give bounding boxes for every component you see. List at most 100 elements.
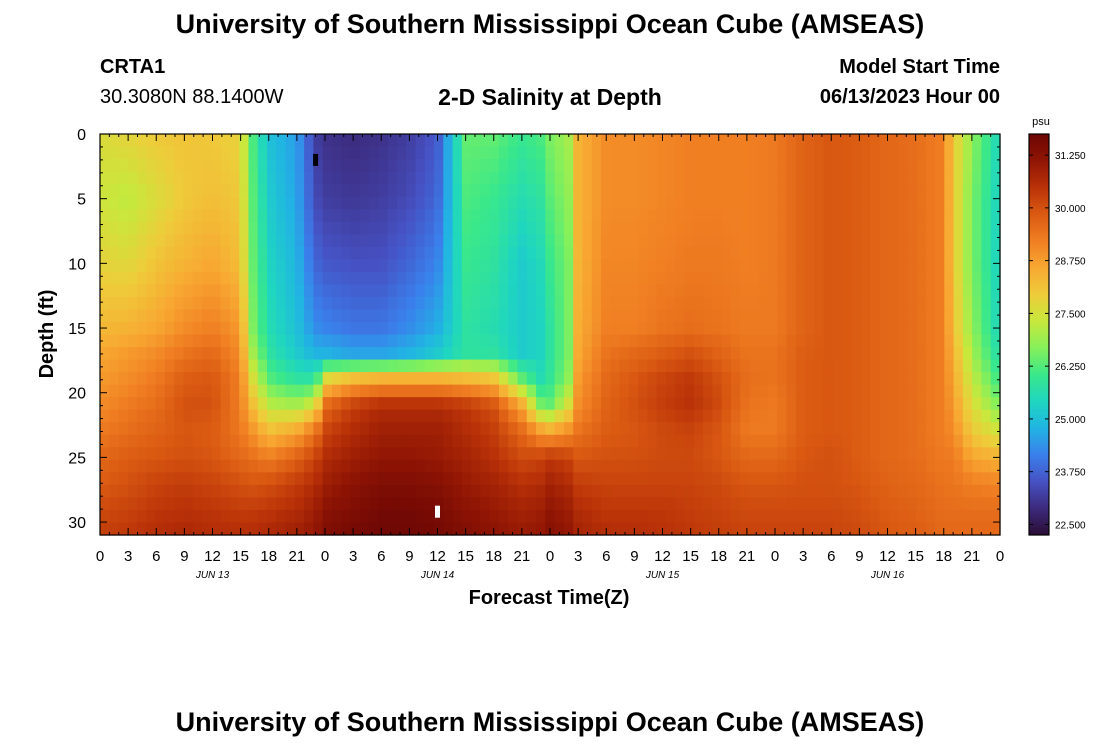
heatmap-cell (768, 434, 778, 448)
heatmap-cell (851, 509, 862, 524)
heatmap-cell (155, 309, 166, 323)
heatmap-cell (601, 259, 611, 273)
heatmap-cell (823, 459, 834, 473)
heatmap-cell (888, 296, 899, 311)
heatmap-cell (471, 472, 482, 486)
heatmap-cell (619, 347, 630, 361)
heatmap-cell (897, 409, 908, 423)
heatmap-cell (211, 284, 222, 298)
heatmap-cell (192, 209, 203, 223)
heatmap-cell (730, 334, 741, 348)
heatmap-cell (814, 359, 825, 373)
heatmap-cell (239, 296, 250, 311)
heatmap-cell (545, 209, 556, 223)
heatmap-cell (777, 134, 788, 148)
heatmap-cell (582, 422, 593, 436)
heatmap-cell (805, 146, 816, 160)
heatmap-cell (183, 271, 194, 285)
heatmap-cell (962, 234, 973, 248)
heatmap-cell (684, 259, 695, 273)
heatmap-cell (517, 259, 528, 273)
heatmap-cell (925, 171, 936, 185)
heatmap-cell (211, 509, 222, 524)
heatmap-cell (331, 359, 342, 373)
heatmap-cell (795, 134, 806, 148)
heatmap-cell (907, 447, 918, 461)
heatmap-cell (656, 309, 667, 323)
heatmap-cell (350, 196, 361, 210)
heatmap-cell (304, 522, 314, 536)
heatmap-cell (248, 184, 259, 198)
heatmap-cell (359, 509, 370, 524)
heatmap-cell (100, 284, 110, 298)
heatmap-cell (378, 409, 389, 423)
heatmap-cell (870, 321, 880, 336)
heatmap-cell (870, 509, 880, 524)
heatmap-cell (925, 472, 936, 486)
heatmap-cell (257, 171, 268, 185)
heatmap-cell (202, 221, 212, 235)
heatmap-cell (795, 234, 806, 248)
heatmap-cell (721, 434, 732, 448)
heatmap-cell (100, 422, 110, 436)
heatmap-cell (879, 309, 890, 323)
heatmap-cell (350, 284, 361, 298)
station-id: CRTA1 (100, 56, 166, 78)
heatmap-cell (777, 447, 788, 461)
heatmap-cell (879, 221, 890, 235)
heatmap-cell (897, 259, 908, 273)
heatmap-cell (536, 384, 546, 398)
heatmap-cell (480, 296, 491, 311)
heatmap-cell (257, 434, 268, 448)
heatmap-cell (832, 422, 843, 436)
heatmap-cell (118, 209, 129, 223)
heatmap-cell (888, 284, 899, 298)
heatmap-cell (619, 422, 630, 436)
heatmap-cell (953, 321, 964, 336)
heatmap-cell (647, 259, 658, 273)
heatmap-cell (378, 509, 389, 524)
heatmap-cell (805, 184, 816, 198)
heatmap-cell (656, 397, 667, 411)
heatmap-cell (665, 159, 676, 173)
heatmap-cell (471, 459, 482, 473)
heatmap-cell (712, 434, 723, 448)
heatmap-cell (127, 484, 138, 499)
heatmap-cell (665, 472, 676, 486)
heatmap-cell (758, 159, 769, 173)
heatmap-cell (498, 146, 509, 160)
heatmap-cell (517, 171, 528, 185)
heatmap-cell (981, 271, 992, 285)
heatmap-cell (786, 384, 797, 398)
heatmap-cell (443, 509, 454, 524)
heatmap-cell (109, 434, 120, 448)
heatmap-cell (972, 484, 983, 499)
heatmap-cell (638, 246, 649, 260)
heatmap-cell (749, 134, 760, 148)
heatmap-cell (202, 284, 212, 298)
heatmap-cell (665, 146, 676, 160)
heatmap-cell (276, 246, 287, 260)
heatmap-cell (211, 209, 222, 223)
heatmap-cell (276, 522, 287, 536)
heatmap-cell (294, 221, 305, 235)
heatmap-cell (638, 434, 649, 448)
heatmap-cell (452, 334, 463, 348)
heatmap-cell (628, 484, 639, 499)
heatmap-cell (879, 409, 890, 423)
heatmap-cell (396, 146, 407, 160)
heatmap-cell (647, 359, 658, 373)
heatmap-cell (851, 309, 862, 323)
heatmap-cell (582, 209, 593, 223)
heatmap-cell (127, 422, 138, 436)
heatmap-cell (814, 321, 825, 336)
heatmap-cell (174, 321, 185, 336)
heatmap-cell (508, 384, 519, 398)
heatmap-cell (517, 221, 528, 235)
heatmap-cell (174, 397, 185, 411)
heatmap-cell (146, 171, 157, 185)
heatmap-cell (285, 259, 296, 273)
heatmap-cell (703, 372, 713, 386)
heatmap-cell (294, 472, 305, 486)
heatmap-cell (619, 221, 630, 235)
